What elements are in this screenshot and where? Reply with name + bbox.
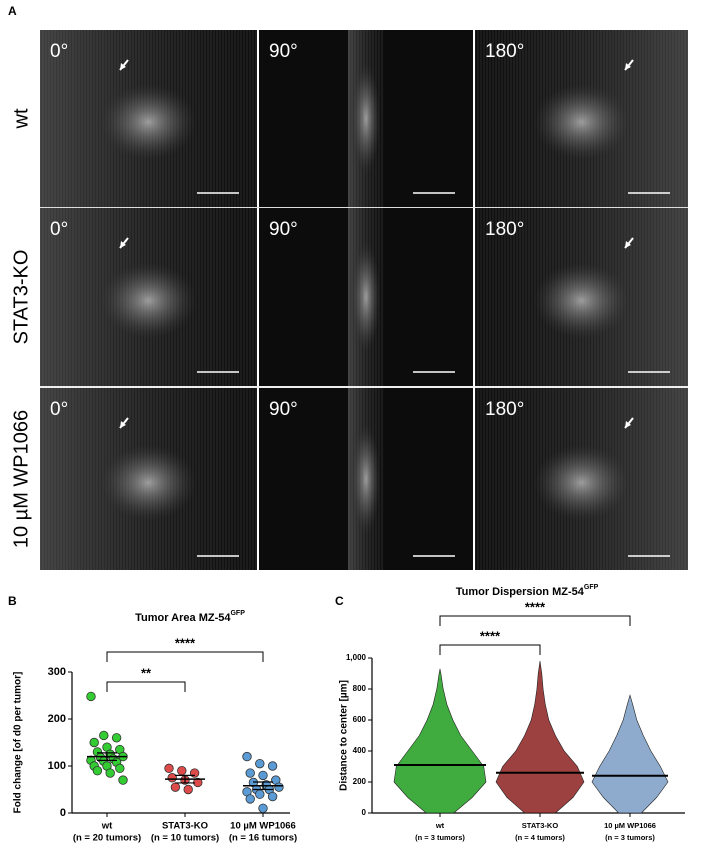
row-label: wt [10,108,32,129]
data-point [86,691,96,702]
row-label: 10 µM WP1066 [10,410,32,548]
data-point [242,751,252,762]
violin [495,661,585,814]
x-tick-label: 10 µM WP1066 [604,821,656,830]
angle-label: 180° [485,219,524,240]
tumor-signal [533,84,630,161]
x-tick-label: wt [101,821,113,832]
arrow-head [120,241,126,248]
significance-bracket [106,681,186,692]
data-point [258,770,268,781]
y-tick-label: 100 [48,760,66,772]
panel-label: A [8,4,17,18]
violin [591,694,669,814]
angle-label: 90° [269,219,298,240]
significance-label: ** [141,665,152,680]
angle-label: 90° [269,399,298,420]
x-tick-label: wt [435,821,445,830]
y-tick-label: 300 [48,666,66,678]
data-point [167,773,177,783]
data-point [177,766,187,776]
tumor-signal [352,63,380,174]
data-point [245,768,255,778]
data-point [255,758,265,769]
y-tick-label: 400 [353,746,367,755]
tumor-signal [100,444,197,521]
significance-bracket [439,615,631,626]
data-point [267,791,278,802]
x-tick-label: STAT3-KO [522,821,559,830]
data-point [245,794,255,804]
data-point [258,803,268,814]
data-point [105,768,115,778]
arrow-head [625,421,631,428]
x-tick-label: STAT3-KO [162,821,208,832]
arrow-head [625,241,631,248]
x-tick-note: (n = 20 tumors) [73,833,141,844]
data-point [115,763,125,774]
title-superscript: GFP [584,584,599,591]
y-tick-label: 800 [353,684,367,693]
tumor-signal [352,424,380,534]
arrow-head [625,63,631,70]
data-point [164,763,174,774]
title-text: Tumor Dispersion MZ-54 [456,586,585,598]
tumor-signal [100,262,197,339]
x-tick-note: (n = 4 tumors) [515,833,565,842]
x-tick-note: (n = 3 tumors) [605,833,655,842]
y-tick-label: 0 [362,808,367,817]
data-point [255,789,265,799]
significance-label: **** [525,599,546,614]
y-axis-label: Fold change [of d0 per tumor] [13,672,24,814]
angle-label: 90° [269,41,298,62]
significance-bracket [439,644,541,655]
y-axis-label: Distance to center [µm] [339,680,350,791]
y-tick-label: 200 [353,777,367,786]
title-text: Tumor Area MZ-54 [135,612,231,624]
significance-label: **** [480,628,501,643]
row-label: STAT3-KO [10,250,32,345]
x-tick-note: (n = 16 tumors) [229,833,297,844]
y-tick-label: 0 [60,807,66,819]
data-point [189,768,200,778]
tumor-signal [100,84,197,161]
significance-bracket [106,651,264,662]
data-point [99,730,109,741]
panel-label: B [8,594,17,608]
data-point [274,782,284,792]
x-tick-note: (n = 3 tumors) [415,833,465,842]
angle-label: 180° [485,41,524,62]
arrow-head [120,63,126,70]
significance-label: **** [175,635,196,650]
data-point [170,782,181,792]
x-tick-label: 10 µM WP1066 [230,821,296,832]
y-tick-label: 200 [48,713,66,725]
y-tick-label: 600 [353,715,367,724]
x-tick-note: (n = 10 tumors) [151,833,219,844]
data-point [111,733,122,743]
data-point [92,766,103,776]
data-point [89,737,99,748]
data-point [118,775,128,785]
data-point [267,761,278,771]
chart-title: Tumor Dispersion MZ-54GFP [456,584,599,598]
chart-title: Tumor Area MZ-54GFP [135,610,245,624]
panel-label: C [335,594,344,608]
tumor-signal [352,242,380,352]
angle-label: 0° [50,41,68,62]
angle-label: 0° [50,219,68,240]
arrow-head [120,421,126,428]
angle-label: 180° [485,399,524,420]
title-superscript: GFP [230,610,245,617]
data-point [183,784,193,795]
tumor-signal [533,262,630,339]
angle-label: 0° [50,399,68,420]
tumor-signal [533,444,630,521]
violin [393,668,487,814]
y-tick-label: 1,000 [346,653,367,662]
